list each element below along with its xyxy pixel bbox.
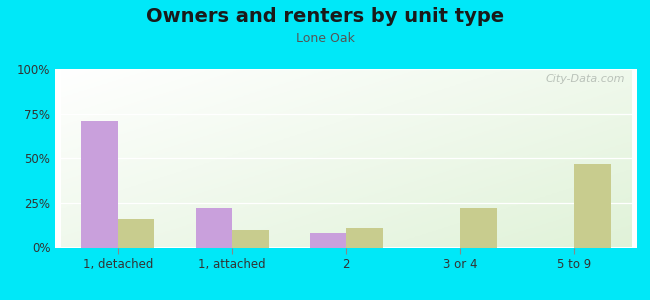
Bar bbox=[309, 233, 346, 247]
Text: City-Data.com: City-Data.com bbox=[546, 74, 625, 84]
Bar bbox=[232, 230, 268, 248]
Text: Lone Oak: Lone Oak bbox=[296, 32, 354, 44]
Bar bbox=[196, 208, 232, 248]
Bar bbox=[81, 121, 118, 248]
Bar bbox=[574, 164, 611, 247]
Bar bbox=[460, 208, 497, 248]
Text: Owners and renters by unit type: Owners and renters by unit type bbox=[146, 8, 504, 26]
Bar bbox=[346, 228, 383, 248]
Bar bbox=[118, 219, 155, 248]
